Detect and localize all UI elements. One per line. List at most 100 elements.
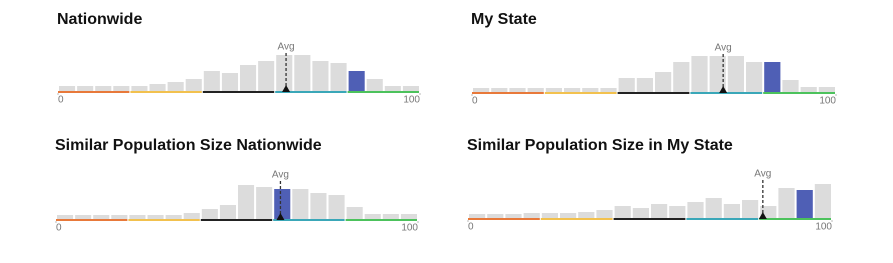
bar [782,80,799,92]
bar [727,56,744,92]
bar [509,88,526,92]
bar [165,215,182,219]
bar [705,198,722,218]
bar [469,214,486,218]
bar [473,88,490,92]
avg-marker [276,213,285,220]
bar [95,86,112,91]
bar [614,206,631,218]
panel-title: Similar Population Size in My State [467,137,733,154]
x-tick-label: 100 [819,96,836,107]
bar [600,88,617,92]
bar [800,87,817,92]
bar [487,214,504,218]
bar [185,79,202,91]
bar [364,214,381,219]
bar [57,215,74,219]
x-tick-label: 100 [403,95,420,106]
avg-label: Avg [715,43,732,54]
bar [129,215,146,219]
bar [384,86,401,91]
bar [59,86,76,91]
panel-title: My State [471,11,537,28]
panel-title: Nationwide [57,11,142,28]
bar [258,61,275,91]
bar [596,210,613,218]
avg-marker [282,85,291,92]
bar [746,62,763,92]
avg-label: Avg [272,170,289,181]
bar [764,62,781,92]
bar [564,88,581,92]
bar [655,72,672,92]
bar [814,184,831,218]
avg-label: Avg [754,169,771,180]
bar [147,215,164,219]
avg-label: Avg [278,42,295,53]
bar [618,78,635,92]
bar [560,213,577,218]
bar [238,185,255,219]
bar [221,73,238,91]
bar [201,209,218,219]
x-tick-label: 0 [472,96,478,107]
bar [541,213,558,218]
bar [348,71,365,91]
bar [382,214,399,219]
bar [527,88,544,92]
x-tick-label: 0 [56,223,62,234]
bar [742,200,759,218]
bar [240,65,257,91]
bar [402,86,419,91]
x-tick-label: 100 [815,222,832,233]
bar [366,79,383,91]
bar [687,202,704,218]
panel-title: Similar Population Size Nationwide [55,137,322,154]
bar [673,62,690,92]
bar [310,193,327,219]
bar [77,86,94,91]
x-tick-label: 100 [401,223,418,234]
bar [183,213,200,219]
bar [545,88,562,92]
bar [131,86,148,91]
x-tick-label: 0 [468,222,474,233]
bar [111,215,128,219]
bar [346,207,363,219]
bar [276,55,293,91]
bar [167,82,184,91]
bar [632,208,649,218]
bar [330,63,347,91]
bar [75,215,92,219]
bar [669,206,686,218]
bar [578,212,595,218]
bar [274,189,291,219]
bar [491,88,508,92]
bar [709,56,726,92]
x-tick-label: 0 [58,95,64,106]
avg-marker [719,86,728,93]
bar [203,71,220,91]
bar [219,205,236,219]
bar [523,213,540,218]
bar [113,86,130,91]
bar [256,187,273,219]
bar [818,87,835,92]
bar [505,214,522,218]
bar [651,204,668,218]
bar [582,88,599,92]
bar [778,188,795,218]
bar [796,190,813,218]
bar [400,214,417,219]
avg-marker [758,212,767,219]
bar [312,61,329,91]
bar [328,195,345,219]
bar [691,56,708,92]
bar [292,189,309,219]
bar [294,55,311,91]
bar [636,78,653,92]
bar [93,215,110,219]
bar [149,84,166,91]
bar [723,204,740,218]
